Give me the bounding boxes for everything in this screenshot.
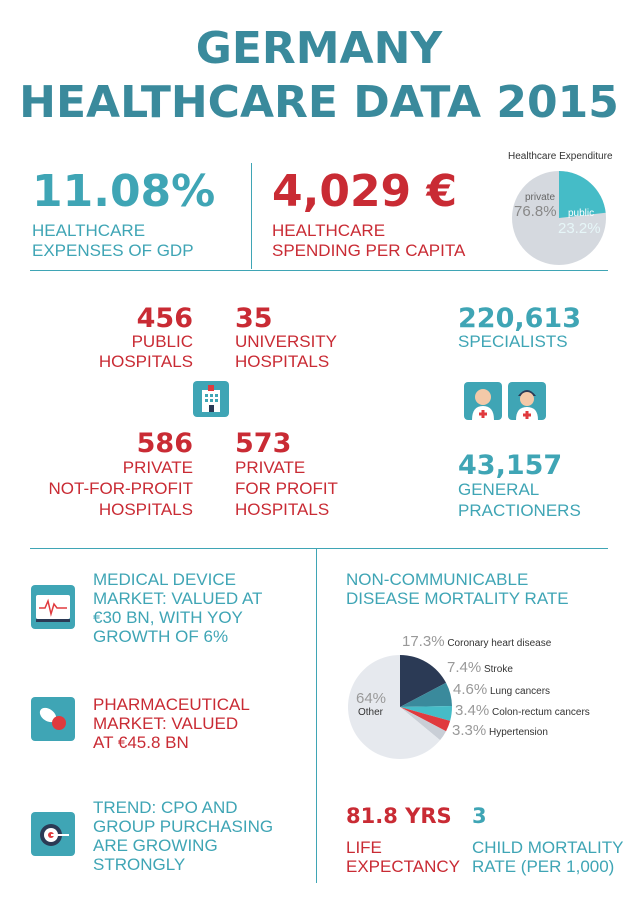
per-capita-label2: SPENDING PER CAPITA xyxy=(272,241,466,260)
target-icon xyxy=(31,812,75,856)
ncd-name-other: Other xyxy=(358,707,384,718)
divider-top xyxy=(251,163,252,269)
pharma-line2: MARKET: VALUED xyxy=(93,714,239,733)
ncd-name-lung: Lung cancers xyxy=(489,686,551,697)
expenditure-private-value: 76.8% xyxy=(514,203,557,220)
private-fp-label1: PRIVATE xyxy=(235,458,306,477)
ncd-title1: NON-COMMUNICABLE xyxy=(346,570,529,589)
medical-device-line4: GROWTH OF 6% xyxy=(93,627,229,646)
general-label2: PRACTIONERS xyxy=(458,501,581,520)
expenditure-private-label: private xyxy=(525,192,556,203)
medical-device-line1: MEDICAL DEVICE xyxy=(93,570,236,589)
public-hospitals-label1: PUBLIC xyxy=(131,332,193,351)
ncd-pct-lung: 4.6% xyxy=(453,681,488,698)
ncd-slice-hypertension xyxy=(400,707,447,741)
life-label1: LIFE xyxy=(346,838,382,857)
title-line1: GERMANY xyxy=(195,23,443,74)
title-line2: HEALTHCARE DATA 2015 xyxy=(19,77,619,128)
child-label1: CHILD MORTALITY xyxy=(472,838,624,857)
ncd-pct-colon: 3.4% xyxy=(455,702,490,719)
ncd-pct-coronary: 17.3% xyxy=(402,633,445,650)
per-capita-label1: HEALTHCARE xyxy=(272,221,386,240)
doctor-icon xyxy=(464,382,502,420)
private-fp-label2: FOR PROFIT xyxy=(235,479,338,498)
divider-bottom xyxy=(316,548,317,883)
ncd-slice-colon-rectum-cancers xyxy=(400,707,451,732)
gdp-value: 11.08% xyxy=(32,166,216,217)
ncd-label-colon: 3.4% Colon-rectum cancers xyxy=(455,702,590,719)
university-hospitals-value: 35 xyxy=(235,303,273,334)
divider-h2 xyxy=(30,548,608,549)
life-value: 81.8 YRS xyxy=(346,804,452,828)
ncd-name-stroke: Stroke xyxy=(483,664,513,675)
trend-line2: GROUP PURCHASING xyxy=(93,817,274,836)
expenditure-slice-public xyxy=(559,171,606,218)
medical-device-line3: €30 BN, WITH YOY xyxy=(93,608,243,627)
trend-line4: STRONGLY xyxy=(93,855,186,874)
university-hospitals-label1: UNIVERSITY xyxy=(235,332,338,351)
general-label1: GENERAL xyxy=(458,480,540,499)
ncd-slice-coronary-heart-disease xyxy=(400,655,447,707)
pills-icon xyxy=(31,697,75,741)
gdp-label1: HEALTHCARE xyxy=(32,221,146,240)
general-value: 43,157 xyxy=(458,450,563,481)
private-nfp-value: 586 xyxy=(136,428,193,459)
nurse-icon xyxy=(508,382,546,420)
ncd-name-hypertension: Hypertension xyxy=(488,727,548,738)
trend-line1: TREND: CPO AND xyxy=(93,798,238,817)
private-nfp-label2: NOT-FOR-PROFIT xyxy=(48,479,193,498)
ncd-label-hypertension: 3.3% Hypertension xyxy=(452,722,548,739)
ncd-label-coronary: 17.3% Coronary heart disease xyxy=(402,633,551,650)
child-value: 3 xyxy=(472,804,487,828)
ncd-name-coronary: Coronary heart disease xyxy=(447,638,552,649)
ncd-pct-stroke: 7.4% xyxy=(447,659,482,676)
ncd-pie xyxy=(348,655,452,759)
specialists-value: 220,613 xyxy=(458,303,581,334)
private-fp-value: 573 xyxy=(235,428,292,459)
pharma-line3: AT €45.8 BN xyxy=(93,733,189,752)
monitor-icon xyxy=(31,585,75,629)
expenditure-public-label: public xyxy=(568,208,595,219)
ncd-label-stroke: 7.4% Stroke xyxy=(447,659,513,676)
ncd-slice-stroke xyxy=(400,682,452,707)
university-hospitals-label2: HOSPITALS xyxy=(235,352,330,371)
ncd-label-lung: 4.6% Lung cancers xyxy=(453,681,550,698)
ncd-pct-other: 64% xyxy=(356,690,387,707)
expenditure-public-value: 23.2% xyxy=(558,220,601,237)
specialists-label: SPECIALISTS xyxy=(458,332,568,351)
private-nfp-label3: HOSPITALS xyxy=(98,500,193,519)
ncd-pct-hypertension: 3.3% xyxy=(452,722,487,739)
public-hospitals-label2: HOSPITALS xyxy=(98,352,193,371)
hospital-icon xyxy=(193,381,229,417)
private-fp-label3: HOSPITALS xyxy=(235,500,330,519)
per-capita-value: 4,029 € xyxy=(272,166,458,217)
life-label2: EXPECTANCY xyxy=(346,857,460,876)
divider-h1 xyxy=(30,270,608,271)
private-nfp-label1: PRIVATE xyxy=(122,458,193,477)
ncd-slice-other xyxy=(348,655,441,759)
public-hospitals-value: 456 xyxy=(136,303,193,334)
child-label2: RATE (PER 1,000) xyxy=(472,857,615,876)
medical-device-line2: MARKET: VALUED AT xyxy=(93,589,263,608)
expenditure-title: Healthcare Expenditure xyxy=(508,151,613,162)
pharma-line1: PHARMACEUTICAL xyxy=(93,695,250,714)
ncd-title2: DISEASE MORTALITY RATE xyxy=(346,589,569,608)
trend-line3: ARE GROWING xyxy=(93,836,218,855)
ncd-name-colon: Colon-rectum cancers xyxy=(491,707,590,718)
ncd-slice-lung-cancers xyxy=(400,706,452,721)
expenditure-pie xyxy=(512,171,606,265)
gdp-label2: EXPENSES OF GDP xyxy=(32,241,194,260)
